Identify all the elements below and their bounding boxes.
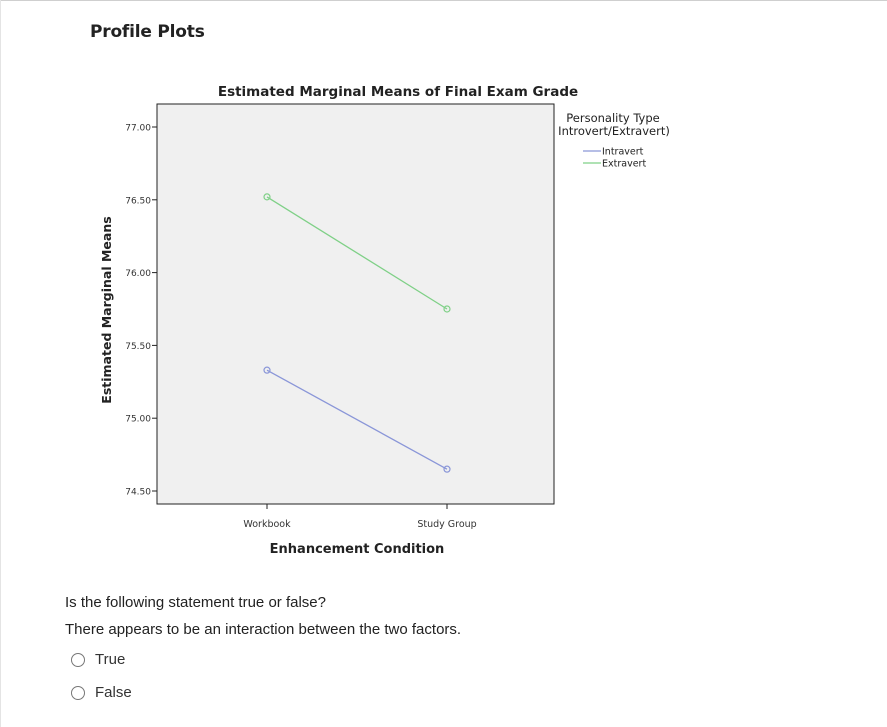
y-tick-label: 75.00 <box>125 415 151 425</box>
series-line <box>266 196 448 310</box>
option-false[interactable]: False <box>71 676 132 709</box>
chart-title: Estimated Marginal Means of Final Exam G… <box>218 84 578 100</box>
frame-top-border <box>0 0 887 1</box>
x-tick-label: Workbook <box>243 519 291 530</box>
option-true[interactable]: True <box>71 643 132 676</box>
data-point <box>263 193 271 201</box>
y-tick-label: 76.50 <box>125 196 151 206</box>
plot-area <box>156 103 555 505</box>
y-axis-label: Estimated Marginal Means <box>99 216 114 403</box>
data-point <box>263 366 271 374</box>
legend-title-line2: Introvert/Extravert) <box>558 124 670 138</box>
profile-plot-chart: Estimated Marginal Means of Final Exam G… <box>99 84 670 557</box>
legend-label: Extravert <box>602 159 646 170</box>
data-point <box>443 465 451 473</box>
data-point <box>443 305 451 313</box>
frame-left-border <box>0 0 1 727</box>
x-axis-label: Enhancement Condition <box>270 542 445 557</box>
option-false-label: False <box>95 684 132 701</box>
question-line-1: Is the following statement true or false… <box>65 594 326 611</box>
y-tick-label: 76.00 <box>125 269 151 279</box>
section-title: Profile Plots <box>90 22 205 42</box>
option-true-label: True <box>95 651 126 668</box>
y-tick-label: 75.50 <box>125 342 151 352</box>
question-text: Is the following statement true or false… <box>65 589 461 643</box>
radio-true[interactable] <box>71 652 85 667</box>
y-tick-label: 74.50 <box>125 488 151 498</box>
series-intravert <box>263 366 451 473</box>
series-line <box>266 369 448 470</box>
x-tick-label: Study Group <box>417 519 476 530</box>
legend-title-line1: Personality Type <box>566 111 659 125</box>
question-line-2: There appears to be an interaction betwe… <box>65 621 462 638</box>
y-tick-label: 77.00 <box>125 124 151 134</box>
radio-false[interactable] <box>71 685 85 700</box>
legend-label: Intravert <box>602 147 644 158</box>
series-extravert <box>263 193 451 313</box>
answer-options: True False <box>71 643 132 709</box>
legend: Personality Type Introvert/Extravert) In… <box>558 111 670 170</box>
